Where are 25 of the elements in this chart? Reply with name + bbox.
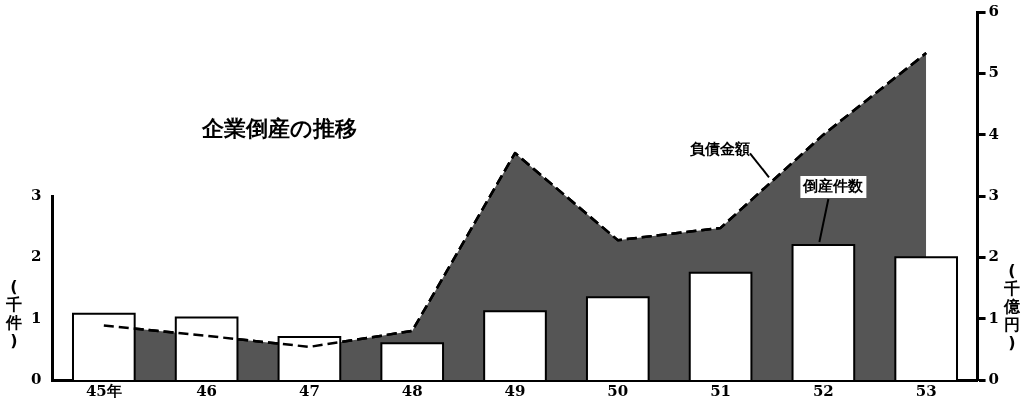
x-tick-label: 53 — [915, 381, 937, 400]
y2-tick-label: 5 — [988, 63, 999, 82]
y-tick-label: 1 — [31, 308, 42, 327]
x-tick-label: 45年 — [85, 381, 122, 400]
y2-tick-label: 3 — [988, 185, 999, 204]
text: 倒産件数 — [802, 177, 865, 196]
y-tick-label: 3 — [31, 185, 42, 204]
y2-tick-label: 4 — [988, 124, 999, 143]
y-tick-label: 0 — [31, 369, 42, 388]
y2-tick-label: 1 — [988, 308, 999, 327]
y2-tick-label: 6 — [988, 1, 999, 20]
y2-tick-label: 2 — [988, 247, 999, 266]
x-tick-label: 47 — [298, 381, 320, 400]
x-tick-label: 52 — [812, 381, 834, 400]
y-axis-title: (千件) — [4, 277, 23, 350]
x-tick-label: 48 — [401, 381, 423, 400]
y-tick-label: 2 — [31, 247, 42, 266]
x-tick-label: 49 — [504, 381, 526, 400]
x-tick-label: 50 — [607, 381, 629, 400]
y2-tick-label: 0 — [988, 369, 999, 388]
text: 負債金額 — [689, 139, 750, 158]
x-tick-label: 46 — [196, 381, 218, 400]
x-tick-label: 51 — [710, 381, 732, 400]
y2-axis-title: (千億円) — [1002, 261, 1021, 352]
chart-title: 企業倒産の推移 — [201, 115, 358, 141]
